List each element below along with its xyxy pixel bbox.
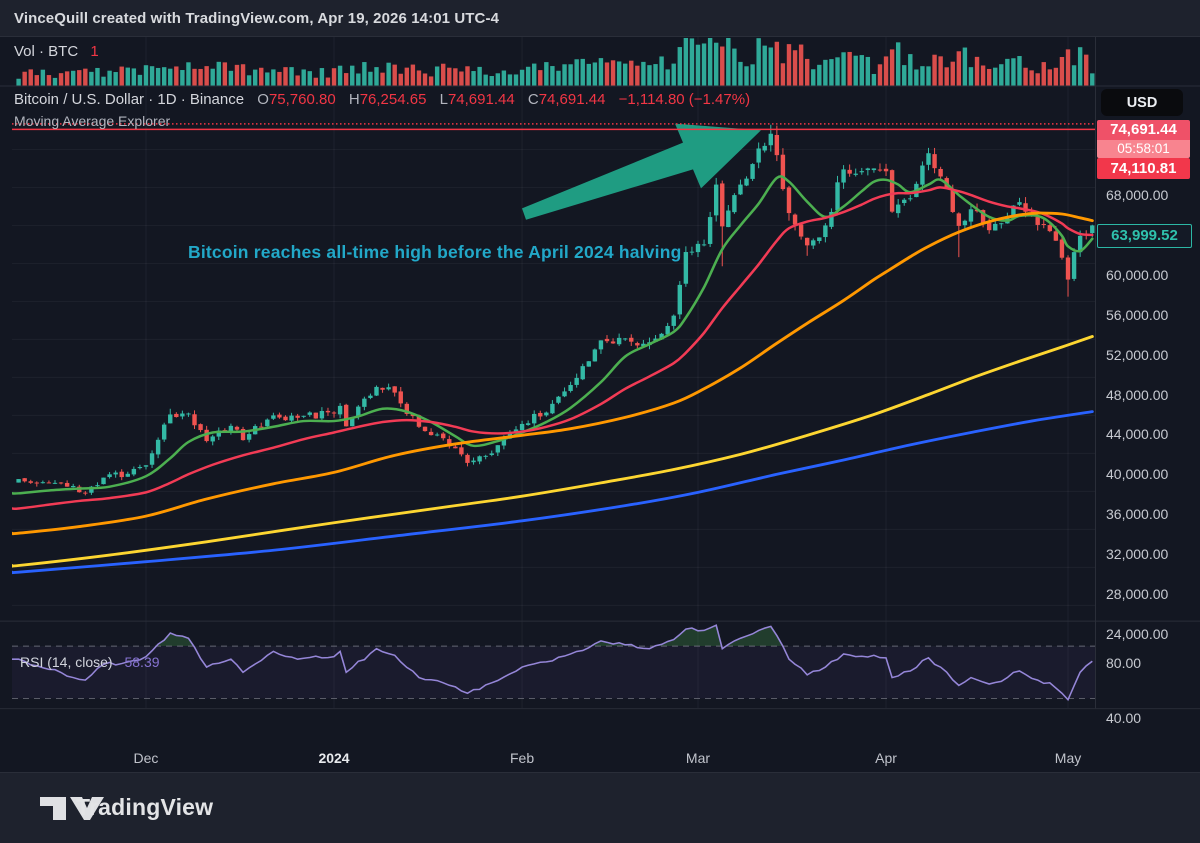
ma-fast-green [12,175,1094,495]
ohlc-open-key: O [257,91,269,108]
time-axis-label: May [1054,750,1082,766]
ohlc-high-key: H [348,91,360,108]
price-tick-label: 24,000.00 [1106,626,1169,642]
indicator-name[interactable]: Moving Average Explorer [14,113,171,129]
time-axis-label: Apr [875,750,897,766]
symbol-title[interactable]: Bitcoin / U.S. Dollar · 1D · Binance [14,91,245,108]
volume-legend[interactable]: Vol · BTC 1 [14,43,99,60]
gridlines [12,37,1095,709]
rsi-legend[interactable]: RSI (14, close) 58.39 [20,654,160,670]
time-axis-label: Dec [133,750,159,766]
annotation-text[interactable]: Bitcoin reaches all-time high before the… [188,242,682,262]
change-value: −1,114.80 (−1.47%) [618,91,751,108]
volume-panel [16,37,1095,86]
attribution-text: VinceQuill created with TradingView.com,… [14,9,500,27]
price-tick-label: 68,000.00 [1106,187,1169,203]
time-axis-label: Feb [510,750,535,766]
rsi-tick-label: 40.00 [1106,710,1142,726]
ma-mid-red [12,186,1094,510]
brand-wordmark[interactable]: TradingView [76,794,214,820]
tradingview-logo-icon[interactable] [40,797,106,821]
symbol-legend[interactable]: Bitcoin / U.S. Dollar · 1D · Binance O75… [14,91,750,108]
ma-slow-orange [12,211,1094,536]
ohlc-close-key: C [527,91,539,108]
bar-countdown: 05:58:01 [1097,140,1190,158]
price-tick-label: 60,000.00 [1106,266,1169,283]
price-tick-label: 36,000.00 [1106,506,1169,523]
chart-region: Vol · BTC 1 Bitcoin / U.S. Dollar · 1D ·… [0,37,1200,772]
ohlc-close-value: 74,691.44 [538,91,606,108]
volume-legend-label[interactable]: Vol · BTC [14,43,79,60]
currency-toggle-button[interactable]: USD [1101,89,1183,116]
price-tick-label: 44,000.00 [1106,426,1169,443]
ohlc-low-value: 74,691.44 [447,91,515,108]
volume-legend-value: 1 [90,43,99,60]
rsi-line [12,624,1093,702]
chart-canvas[interactable] [0,37,1200,772]
time-axis-label: Mar [685,750,711,766]
rsi-legend-value: 58.39 [124,654,160,670]
indicator-legend[interactable]: Moving Average Explorer [14,113,170,129]
ma-long-yellow [12,335,1094,568]
rsi-panel [12,624,1095,702]
price-line-badge[interactable]: 74,110.81 [1097,158,1190,179]
last-price-badge[interactable]: 74,691.44 05:58:01 [1097,120,1190,158]
last-price-value: 74,691.44 [1097,120,1190,140]
ohlc-high-value: 76,254.65 [359,91,427,108]
footer-bar: TradingView [0,772,1200,843]
indicator-value-badge[interactable]: 63,999.52 [1097,224,1192,248]
annotation-arrow[interactable] [522,123,761,220]
rsi-tick-label: 80.00 [1106,655,1142,671]
price-tick-label: 32,000.00 [1106,546,1169,563]
price-tick-label: 48,000.00 [1106,386,1169,403]
time-axis-label: 2024 [318,750,350,766]
price-tick-label: 40,000.00 [1106,466,1169,483]
ohlc-open-value: 75,760.80 [268,91,336,108]
attribution-bar: VinceQuill created with TradingView.com,… [0,0,1200,37]
ohlc-low-key: L [439,91,448,108]
ma-longest-blue [12,410,1094,575]
price-tick-label: 28,000.00 [1106,586,1169,603]
rsi-legend-label[interactable]: RSI (14, close) [20,654,113,670]
price-tick-label: 52,000.00 [1106,346,1169,363]
price-panel [16,124,1095,496]
price-tick-label: 56,000.00 [1106,306,1169,323]
